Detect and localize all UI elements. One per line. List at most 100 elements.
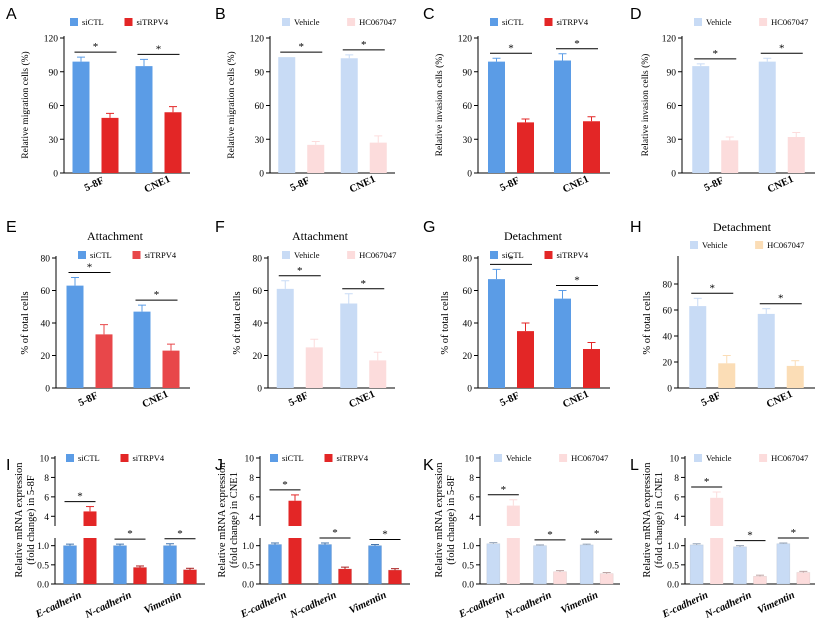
legend-swatch [78,251,86,259]
x-tick-label: 5-8F [700,390,723,409]
y-tick-label: 1.0 [37,542,49,552]
x-tick-label: N-cadherin [703,590,754,621]
legend-swatch [324,454,333,462]
chart-panel-f: F Attachment Vehicle HC067047 % of total cel… [215,219,396,411]
y-tick-label: 120 [250,35,265,45]
bar [307,144,325,173]
legend-swatch [544,18,553,26]
y-tick-label: 0 [671,170,676,180]
y-tick-label: 80 [41,255,51,265]
legend-entry: siTRPV4 [133,453,165,463]
y-tick-label: 4 [674,513,679,523]
x-tick-label: 5-8F [289,175,312,194]
legend-entry: siTRPV4 [137,17,169,27]
x-tick-label: CNE1 [766,174,796,196]
y-tick-label: 10 [670,455,680,465]
bar [133,567,147,584]
y-tick-label: 6 [44,493,49,503]
significance-marker: * [704,476,710,488]
x-tick-label: E-cadherin [33,590,83,621]
x-tick-label: CNE1 [561,389,591,411]
legend-entry: Vehicle [294,17,320,27]
bar [580,544,594,584]
y-axis-label: Relative mRNA expression [434,462,445,578]
bar [305,347,323,388]
bar [340,303,358,388]
chart-panel-b: B Vehicle HC067047 Relative migration cells… [215,6,396,196]
legend-swatch [759,18,768,26]
y-tick-label: 4 [44,513,49,523]
legend-entry: siTRPV4 [337,453,369,463]
significance-marker: * [547,529,553,541]
x-tick-label: N-cadherin [503,590,554,621]
y-axis-label: (fold change) in CNE1 [654,472,665,568]
y-tick-label: 30 [255,136,265,146]
significance-marker: * [508,253,514,265]
x-tick-label: Vimentin [143,590,184,617]
bar [163,545,177,584]
bar [554,298,571,388]
significance-marker: * [282,479,288,491]
y-tick-label: 30 [49,136,59,146]
legend-entry: siCTL [502,17,524,27]
legend-entry: siCTL [90,250,112,260]
bar [710,538,724,584]
bar [506,538,520,584]
bar [718,363,736,388]
y-tick-label: 0.5 [462,561,474,571]
bar [276,288,294,388]
bar [388,570,402,584]
y-tick-label: 60 [667,102,677,112]
bar [787,137,805,173]
y-tick-label: 0.0 [667,581,679,591]
x-tick-label: Vimentin [348,590,389,617]
y-tick-label: 60 [463,287,473,297]
y-tick-label: 80 [663,281,673,291]
bar [340,58,358,173]
legend-swatch [490,18,498,26]
significance-marker: * [332,527,338,539]
legend-entry: Vehicle [294,250,320,260]
y-tick-label: 40 [41,320,51,330]
y-tick-label: 60 [49,102,59,112]
significance-marker: * [501,484,507,496]
y-tick-label: 0 [257,385,262,395]
y-tick-label: 10 [245,455,255,465]
bar [288,500,302,526]
y-axis-label: (fold change) in CNE1 [229,472,240,568]
legend-entry: siCTL [282,453,304,463]
significance-marker: * [574,38,580,50]
significance-marker: * [361,39,367,51]
y-axis-label: % of total cells [642,291,653,354]
bar [318,544,332,584]
significance-marker: * [177,528,183,540]
y-axis-label: Relative mRNA expression [642,462,653,578]
chart-title: Attachment [292,229,349,243]
chart-panel-e: E Attachment siCTL siTRPV4 % of total cells 0… [6,219,190,411]
legend-entry: siCTL [78,453,100,463]
legend-swatch [490,251,498,259]
legend-entry: siCTL [502,250,524,260]
legend-swatch [124,18,133,26]
bar [95,334,113,388]
x-tick-label: E-cadherin [457,590,507,621]
bar [278,57,296,173]
bar [786,365,804,388]
bar [517,122,534,173]
legend-entry: siTRPV4 [557,17,589,27]
y-tick-label: 0.5 [37,561,49,571]
legend-entry: Vehicle [506,453,532,463]
bar [488,61,505,173]
bar [288,538,302,584]
legend-swatch [544,251,553,259]
significance-marker: * [87,262,93,274]
y-axis-label: Relative migration cells (%) [226,51,237,158]
bar [796,572,810,584]
legend-entry: Vehicle [706,17,732,27]
legend-swatch [347,251,356,259]
y-axis-label: Relative invasion cells (%) [434,54,445,157]
chart-panel-d: D Vehicle HC067047 Relative invasion cells … [630,6,815,196]
